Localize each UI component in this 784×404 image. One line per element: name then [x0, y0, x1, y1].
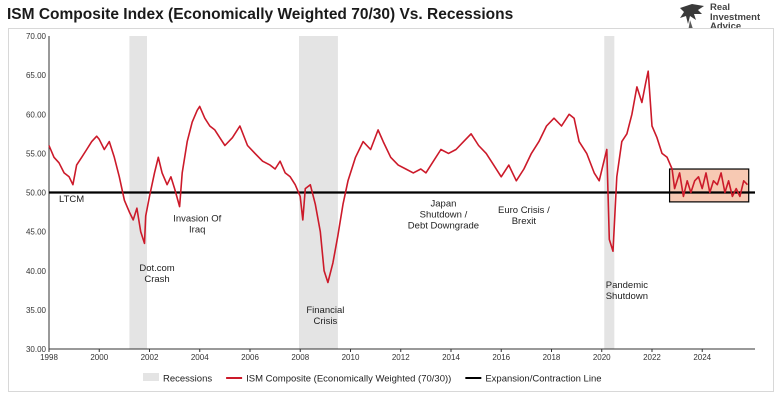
x-tick-label-1: 2000: [90, 353, 108, 362]
x-tick-label-5: 2008: [291, 353, 309, 362]
annotation-2-line-0: Invasion Of: [173, 213, 221, 224]
annotation-1-line-1: Crash: [144, 274, 169, 285]
annotation-4-line-2: Debt Downgrade: [408, 221, 479, 232]
annotation-6-line-1: Shutdown: [606, 291, 648, 302]
logo-line-1: Real: [710, 2, 731, 13]
y-tick-label-8: 70.00: [26, 32, 47, 41]
y-tick-label-7: 65.00: [26, 71, 47, 80]
legend-swatch-recessions: [143, 373, 159, 381]
x-tick-label-9: 2016: [492, 353, 510, 362]
y-tick-label-0: 30.00: [26, 345, 47, 354]
logo-text: Real Investment Advice: [710, 3, 760, 32]
legend-label-1: ISM Composite (Economically Weighted (70…: [246, 374, 451, 385]
annotation-4-line-0: Japan: [431, 199, 457, 210]
y-tick-label-4: 50.00: [26, 189, 47, 198]
annotation-5: Euro Crisis /Brexit: [498, 205, 550, 227]
x-tick-label-11: 2020: [593, 353, 611, 362]
x-tick-label-0: 1998: [40, 353, 58, 362]
x-tick-label-10: 2018: [543, 353, 561, 362]
annotation-6-line-0: Pandemic: [606, 280, 648, 291]
annotation-2-line-1: Iraq: [189, 224, 205, 235]
x-tick-label-7: 2012: [392, 353, 410, 362]
annotation-4-line-1: Shutdown /: [420, 210, 468, 221]
y-tick-label-3: 45.00: [26, 228, 47, 237]
legend-label-2: Expansion/Contraction Line: [485, 374, 601, 385]
y-tick-label-2: 40.00: [26, 267, 47, 276]
chart-title: ISM Composite Index (Economically Weight…: [7, 6, 514, 23]
annotation-3-line-0: Financial: [306, 305, 344, 316]
y-tick-label-5: 55.00: [26, 149, 47, 158]
logo-line-2: Investment: [710, 11, 761, 23]
y-tick-label-1: 35.00: [26, 306, 47, 315]
x-tick-label-6: 2010: [342, 353, 360, 362]
annotation-5-line-1: Brexit: [512, 216, 537, 227]
y-tick-label-6: 60.00: [26, 110, 47, 119]
logo-line-3: Advice: [710, 21, 742, 32]
annotation-3-line-1: Crisis: [313, 316, 337, 327]
legend: Recessions ISM Composite (Economically We…: [143, 373, 602, 385]
x-tick-label-3: 2004: [191, 353, 209, 362]
x-tick-label-13: 2024: [693, 353, 711, 362]
x-tick-label-8: 2014: [442, 353, 460, 362]
annotation-1-line-0: Dot.com: [139, 263, 174, 274]
annotation-0: LTCM: [59, 194, 84, 205]
legend-label-0: Recessions: [163, 374, 212, 385]
ism-composite-line: [48, 70, 749, 284]
annotation-0-line-0: LTCM: [59, 194, 84, 205]
x-tick-label-12: 2022: [643, 353, 661, 362]
x-tick-label-2: 2002: [141, 353, 159, 362]
x-tick-label-4: 2006: [241, 353, 259, 362]
annotation-5-line-0: Euro Crisis /: [498, 205, 550, 216]
